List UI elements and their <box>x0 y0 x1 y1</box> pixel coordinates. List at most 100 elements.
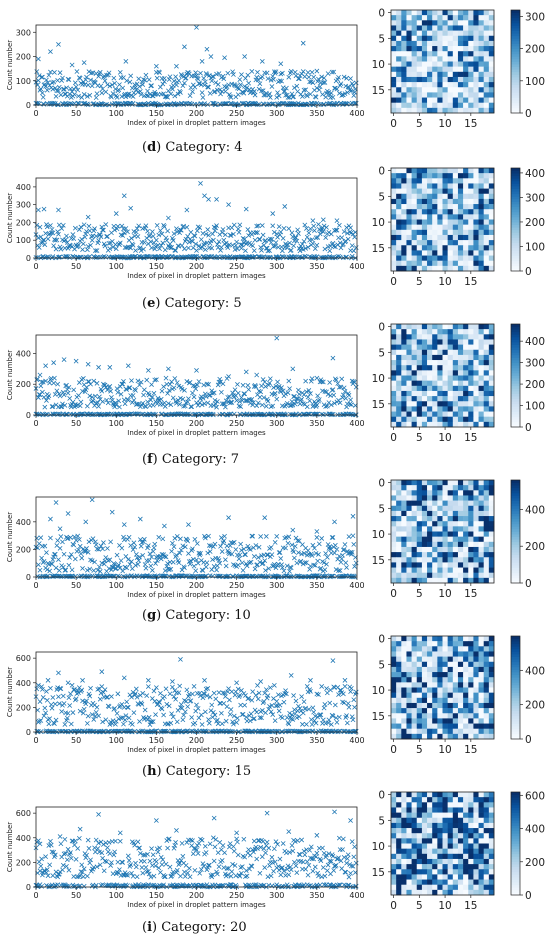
scatter-point <box>263 384 268 389</box>
heatmap-cell <box>411 209 418 215</box>
heatmap-cell <box>406 61 412 67</box>
heatmap-cell <box>478 214 484 220</box>
heatmap-cell <box>488 234 495 241</box>
scatter-point <box>295 538 300 544</box>
scatter-point <box>137 382 142 388</box>
scatter-point <box>336 835 342 841</box>
heatmap-cell <box>391 198 397 205</box>
scatter-point <box>340 241 346 247</box>
heatmap-cell <box>478 260 484 267</box>
scatter-point <box>348 870 353 876</box>
heatmap-cell <box>463 15 469 21</box>
scatter-point <box>313 94 319 100</box>
heatmap-cell <box>401 56 407 62</box>
scatter-point <box>50 404 56 409</box>
scatter-point <box>227 711 233 717</box>
scatter-point <box>328 90 334 96</box>
scatter-point <box>62 402 68 408</box>
heatmap-cell <box>488 10 495 16</box>
scatter-point <box>120 568 126 574</box>
scatter-point <box>94 91 100 97</box>
scatter-point <box>241 391 247 397</box>
scatter-point <box>218 543 223 549</box>
scatter-point <box>114 711 120 716</box>
scatter-point <box>346 85 352 90</box>
colorbar-segment <box>511 107 520 111</box>
heatmap-cell <box>457 82 464 88</box>
heatmap-cell <box>432 214 438 220</box>
scatter-point <box>308 855 313 861</box>
scatter-point <box>288 68 294 74</box>
scatter-point <box>91 568 97 573</box>
scatter-point <box>264 810 270 816</box>
scatter-point <box>176 690 182 696</box>
scatter-point <box>63 567 69 573</box>
heatmap-cell <box>483 35 490 42</box>
heatmap-cell <box>483 168 490 174</box>
scatter-point <box>149 382 154 387</box>
axes-frame <box>35 806 358 888</box>
scatter-point <box>272 70 278 76</box>
scatter-point <box>40 237 46 243</box>
scatter-point <box>308 563 313 569</box>
heatmap-cell <box>488 87 495 93</box>
scatter-point <box>330 535 336 540</box>
scatter-plot-d: 0 50 100 150 200 250 300 350 4000100200300Index … <box>6 24 365 127</box>
scatter-point <box>121 721 126 727</box>
scatter-point <box>305 70 311 75</box>
scatter-point <box>173 248 179 253</box>
heatmap-cell <box>463 324 469 330</box>
heatmap-cell <box>473 193 479 200</box>
heatmap-cell <box>452 40 459 47</box>
heatmap-cell <box>463 51 469 57</box>
heatmap-cell <box>452 229 459 236</box>
scatter-point <box>68 691 73 697</box>
scatter-point <box>145 399 150 405</box>
scatter-point <box>336 74 341 80</box>
colorbar-segment <box>511 186 520 189</box>
scatter-point <box>133 248 138 253</box>
scatter-point <box>324 561 329 567</box>
heatmap-cell <box>463 56 469 62</box>
heatmap-cell <box>427 71 433 78</box>
scatter-point <box>154 75 160 81</box>
heatmap-cell <box>416 15 423 21</box>
scatter-point <box>279 562 284 568</box>
heatmap-cell <box>473 178 479 184</box>
scatter-point <box>313 720 319 726</box>
scatter-point <box>257 394 263 400</box>
scatter-point <box>150 233 156 239</box>
scatter-point <box>284 563 290 569</box>
heatmap-cell <box>427 56 433 62</box>
heatmap-cell <box>416 168 423 174</box>
scatter-point <box>39 379 45 385</box>
heatmap-cell <box>432 193 438 200</box>
heatmap-y-tick-label: 0 <box>378 8 385 20</box>
scatter-point <box>265 248 271 254</box>
heatmap-cell <box>406 97 412 103</box>
scatter-point <box>302 560 308 566</box>
heatmap-cell <box>478 76 484 83</box>
scatter-point <box>117 404 122 410</box>
scatter-point <box>303 866 309 872</box>
heatmap-cell <box>483 240 490 246</box>
scatter-point <box>257 81 263 87</box>
x-tick-label: 250 <box>229 581 244 590</box>
heatmap-cell <box>452 240 459 246</box>
scatter-point <box>309 237 315 243</box>
scatter-point <box>280 235 286 241</box>
heatmap-cell <box>406 260 412 267</box>
scatter-point <box>198 180 203 186</box>
heatmap-cell <box>473 198 479 205</box>
scatter-point <box>235 562 241 568</box>
x-tick-label: 350 <box>309 581 324 590</box>
heatmap-cell <box>427 183 433 189</box>
scatter-point <box>210 74 216 80</box>
scatter-point <box>304 560 309 566</box>
scatter-point <box>293 235 299 241</box>
scatter-point <box>109 94 114 100</box>
heatmap-cell <box>447 66 454 73</box>
scatter-point <box>258 679 264 684</box>
scatter-point <box>153 685 159 691</box>
scatter-point <box>113 402 119 408</box>
